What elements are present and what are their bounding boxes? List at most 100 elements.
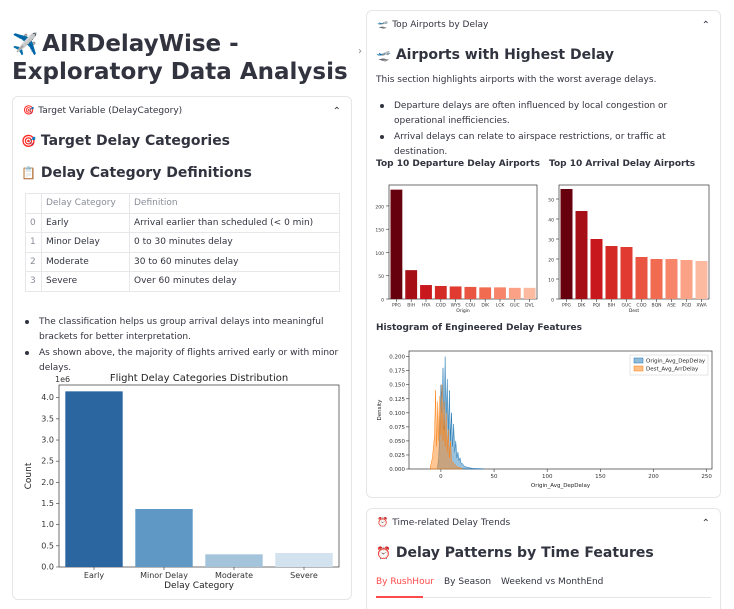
plot-frame bbox=[388, 184, 538, 300]
bar bbox=[405, 270, 418, 299]
table-header-row: Delay Category Definition bbox=[25, 193, 340, 214]
x-tick-label: BIH bbox=[407, 303, 415, 309]
table-header-cell: Definition bbox=[129, 193, 340, 214]
bar bbox=[135, 509, 193, 567]
y-tick-label: 3.0 bbox=[41, 436, 54, 445]
y-tick-label: 3.5 bbox=[41, 414, 54, 423]
page-title: ✈️ AIRDelayWise - Exploratory Data Analys… bbox=[12, 31, 348, 85]
arr-chart-title: Top 10 Arrival Delay Airports bbox=[549, 159, 696, 169]
legend-label: Origin_Avg_DepDelay bbox=[646, 359, 706, 365]
chart-title: Flight Delay Categories Distribution bbox=[110, 373, 288, 384]
y-tick-label: 40 bbox=[548, 218, 554, 224]
x-tick-label: PPG bbox=[392, 303, 401, 309]
bar bbox=[680, 260, 693, 299]
bar bbox=[523, 287, 536, 299]
x-tick-label: DIK bbox=[481, 303, 490, 309]
plot-frame bbox=[58, 384, 340, 568]
x-axis-label: Dest bbox=[629, 308, 640, 314]
bar bbox=[695, 261, 708, 299]
list-item: The classification helps us group arriva… bbox=[21, 315, 343, 344]
tab-weekend-vs-monthend[interactable]: Weekend vs MonthEnd bbox=[501, 577, 604, 587]
bar bbox=[464, 286, 477, 299]
x-tick-label: PPG bbox=[562, 303, 571, 309]
table-row: 2 Moderate 30 to 60 minutes delay bbox=[25, 251, 340, 272]
y-tick-label: 150 bbox=[375, 228, 384, 234]
plot-frame bbox=[558, 184, 710, 300]
x-tick-label: LCK bbox=[496, 303, 506, 309]
y-tick-label: 20 bbox=[548, 258, 554, 264]
bar bbox=[575, 211, 588, 299]
x-tick-label: COU bbox=[465, 303, 475, 309]
table-header-cell: Delay Category bbox=[41, 193, 130, 214]
time-trends-expander-header[interactable]: ⏰ Time-related Delay Trends ⌃ bbox=[367, 509, 720, 537]
x-tick-label: XWA bbox=[696, 303, 707, 309]
x-tick-label: HYA bbox=[422, 303, 432, 309]
x-tick-label: 250 bbox=[701, 474, 712, 480]
y-tick-label: 4.0 bbox=[41, 393, 54, 402]
y-tick-label: 50 bbox=[378, 274, 384, 280]
dep-chart-title: Top 10 Departure Delay Airports bbox=[376, 159, 540, 169]
x-tick-label: DIK bbox=[578, 303, 587, 309]
y-tick-label: 2.0 bbox=[41, 478, 54, 487]
table-cell: 3 bbox=[25, 271, 42, 292]
bar bbox=[449, 286, 462, 299]
legend-box bbox=[629, 354, 709, 376]
y-tick-label: 0.200 bbox=[389, 355, 405, 361]
y-tick-label: 30 bbox=[548, 238, 554, 244]
y-tick-label: 0.075 bbox=[389, 425, 405, 431]
table-cell: 2 bbox=[25, 251, 42, 272]
table-cell: 30 to 60 minutes delay bbox=[129, 251, 340, 272]
engineered-delay-histogram: 0.000 0.025 0.050 0.075 0.100 0.125 0.150 0.175… bbox=[377, 350, 713, 489]
bar bbox=[635, 257, 648, 299]
bar bbox=[479, 287, 492, 299]
y-tick-label: 200 bbox=[375, 204, 384, 210]
table-cell: 1 bbox=[25, 232, 42, 253]
delay-definitions-heading: 📋 Delay Category Definitions bbox=[21, 165, 252, 181]
top-airports-expander-header[interactable]: 🛫 Top Airports by Delay ⌃ bbox=[367, 11, 720, 39]
y-tick-label: 1.5 bbox=[41, 499, 54, 508]
chevron-up-icon[interactable]: ⌃ bbox=[332, 105, 341, 117]
y-tick-label: 0.025 bbox=[389, 453, 405, 459]
bar bbox=[420, 285, 432, 299]
table-cell: Over 60 minutes delay bbox=[129, 271, 340, 292]
x-tick-label: ASE bbox=[667, 303, 676, 309]
x-tick-label: 150 bbox=[595, 474, 606, 480]
x-tick-label: GUC bbox=[510, 303, 520, 309]
x-tick-label: GUC bbox=[622, 303, 632, 309]
y-tick-label: 100 bbox=[375, 251, 384, 257]
target-variable-expander-header[interactable]: 🎯 Target Variable (DelayCategory) ⌃ bbox=[13, 97, 351, 125]
target-bullet-list: The classification helps us group arriva… bbox=[21, 315, 343, 377]
table-cell: 0 bbox=[25, 212, 42, 233]
series-area bbox=[430, 384, 463, 470]
airports-heading: 🛫 Airports with Highest Delay bbox=[376, 47, 615, 63]
chevron-up-icon[interactable]: ⌃ bbox=[701, 517, 710, 529]
bar bbox=[665, 259, 678, 299]
clipboard-icon: 📋 bbox=[21, 166, 36, 180]
bar bbox=[390, 189, 403, 299]
x-axis-label: Origin bbox=[456, 308, 470, 314]
legend-label: Dest_Avg_ArrDelay bbox=[646, 367, 699, 373]
alarm-clock-icon: ⏰ bbox=[377, 518, 389, 528]
airplane-departure-icon: 🛫 bbox=[376, 48, 391, 62]
bar bbox=[508, 287, 521, 299]
y-axis-label: Count bbox=[24, 462, 34, 489]
x-tick-label: 50 bbox=[491, 474, 498, 480]
x-axis-label: Origin_Avg_DepDelay bbox=[531, 483, 591, 489]
x-tick-label: PQI bbox=[593, 303, 601, 309]
tab-by-season[interactable]: By Season bbox=[444, 577, 492, 587]
x-tick-label: 100 bbox=[542, 474, 553, 480]
y-tick-label: 0 bbox=[381, 298, 384, 304]
chevron-up-icon[interactable]: ⌃ bbox=[701, 19, 710, 31]
x-tick-label: COD bbox=[436, 303, 447, 309]
table-cell: Arrival earlier than scheduled (< 0 min) bbox=[129, 212, 340, 233]
chevron-right-icon[interactable]: › bbox=[358, 46, 362, 57]
y-tick-label: 0.050 bbox=[389, 439, 405, 445]
series-area bbox=[437, 356, 484, 470]
x-tick-label: Severe bbox=[290, 571, 318, 580]
plot-frame bbox=[408, 350, 713, 470]
bar bbox=[650, 259, 663, 299]
table-header-cell bbox=[25, 193, 42, 214]
tab-by-rushhour[interactable]: By RushHour bbox=[376, 577, 434, 587]
airports-intro: This section highlights airports with th… bbox=[376, 75, 657, 85]
y-tick-label: 0.5 bbox=[41, 541, 54, 550]
